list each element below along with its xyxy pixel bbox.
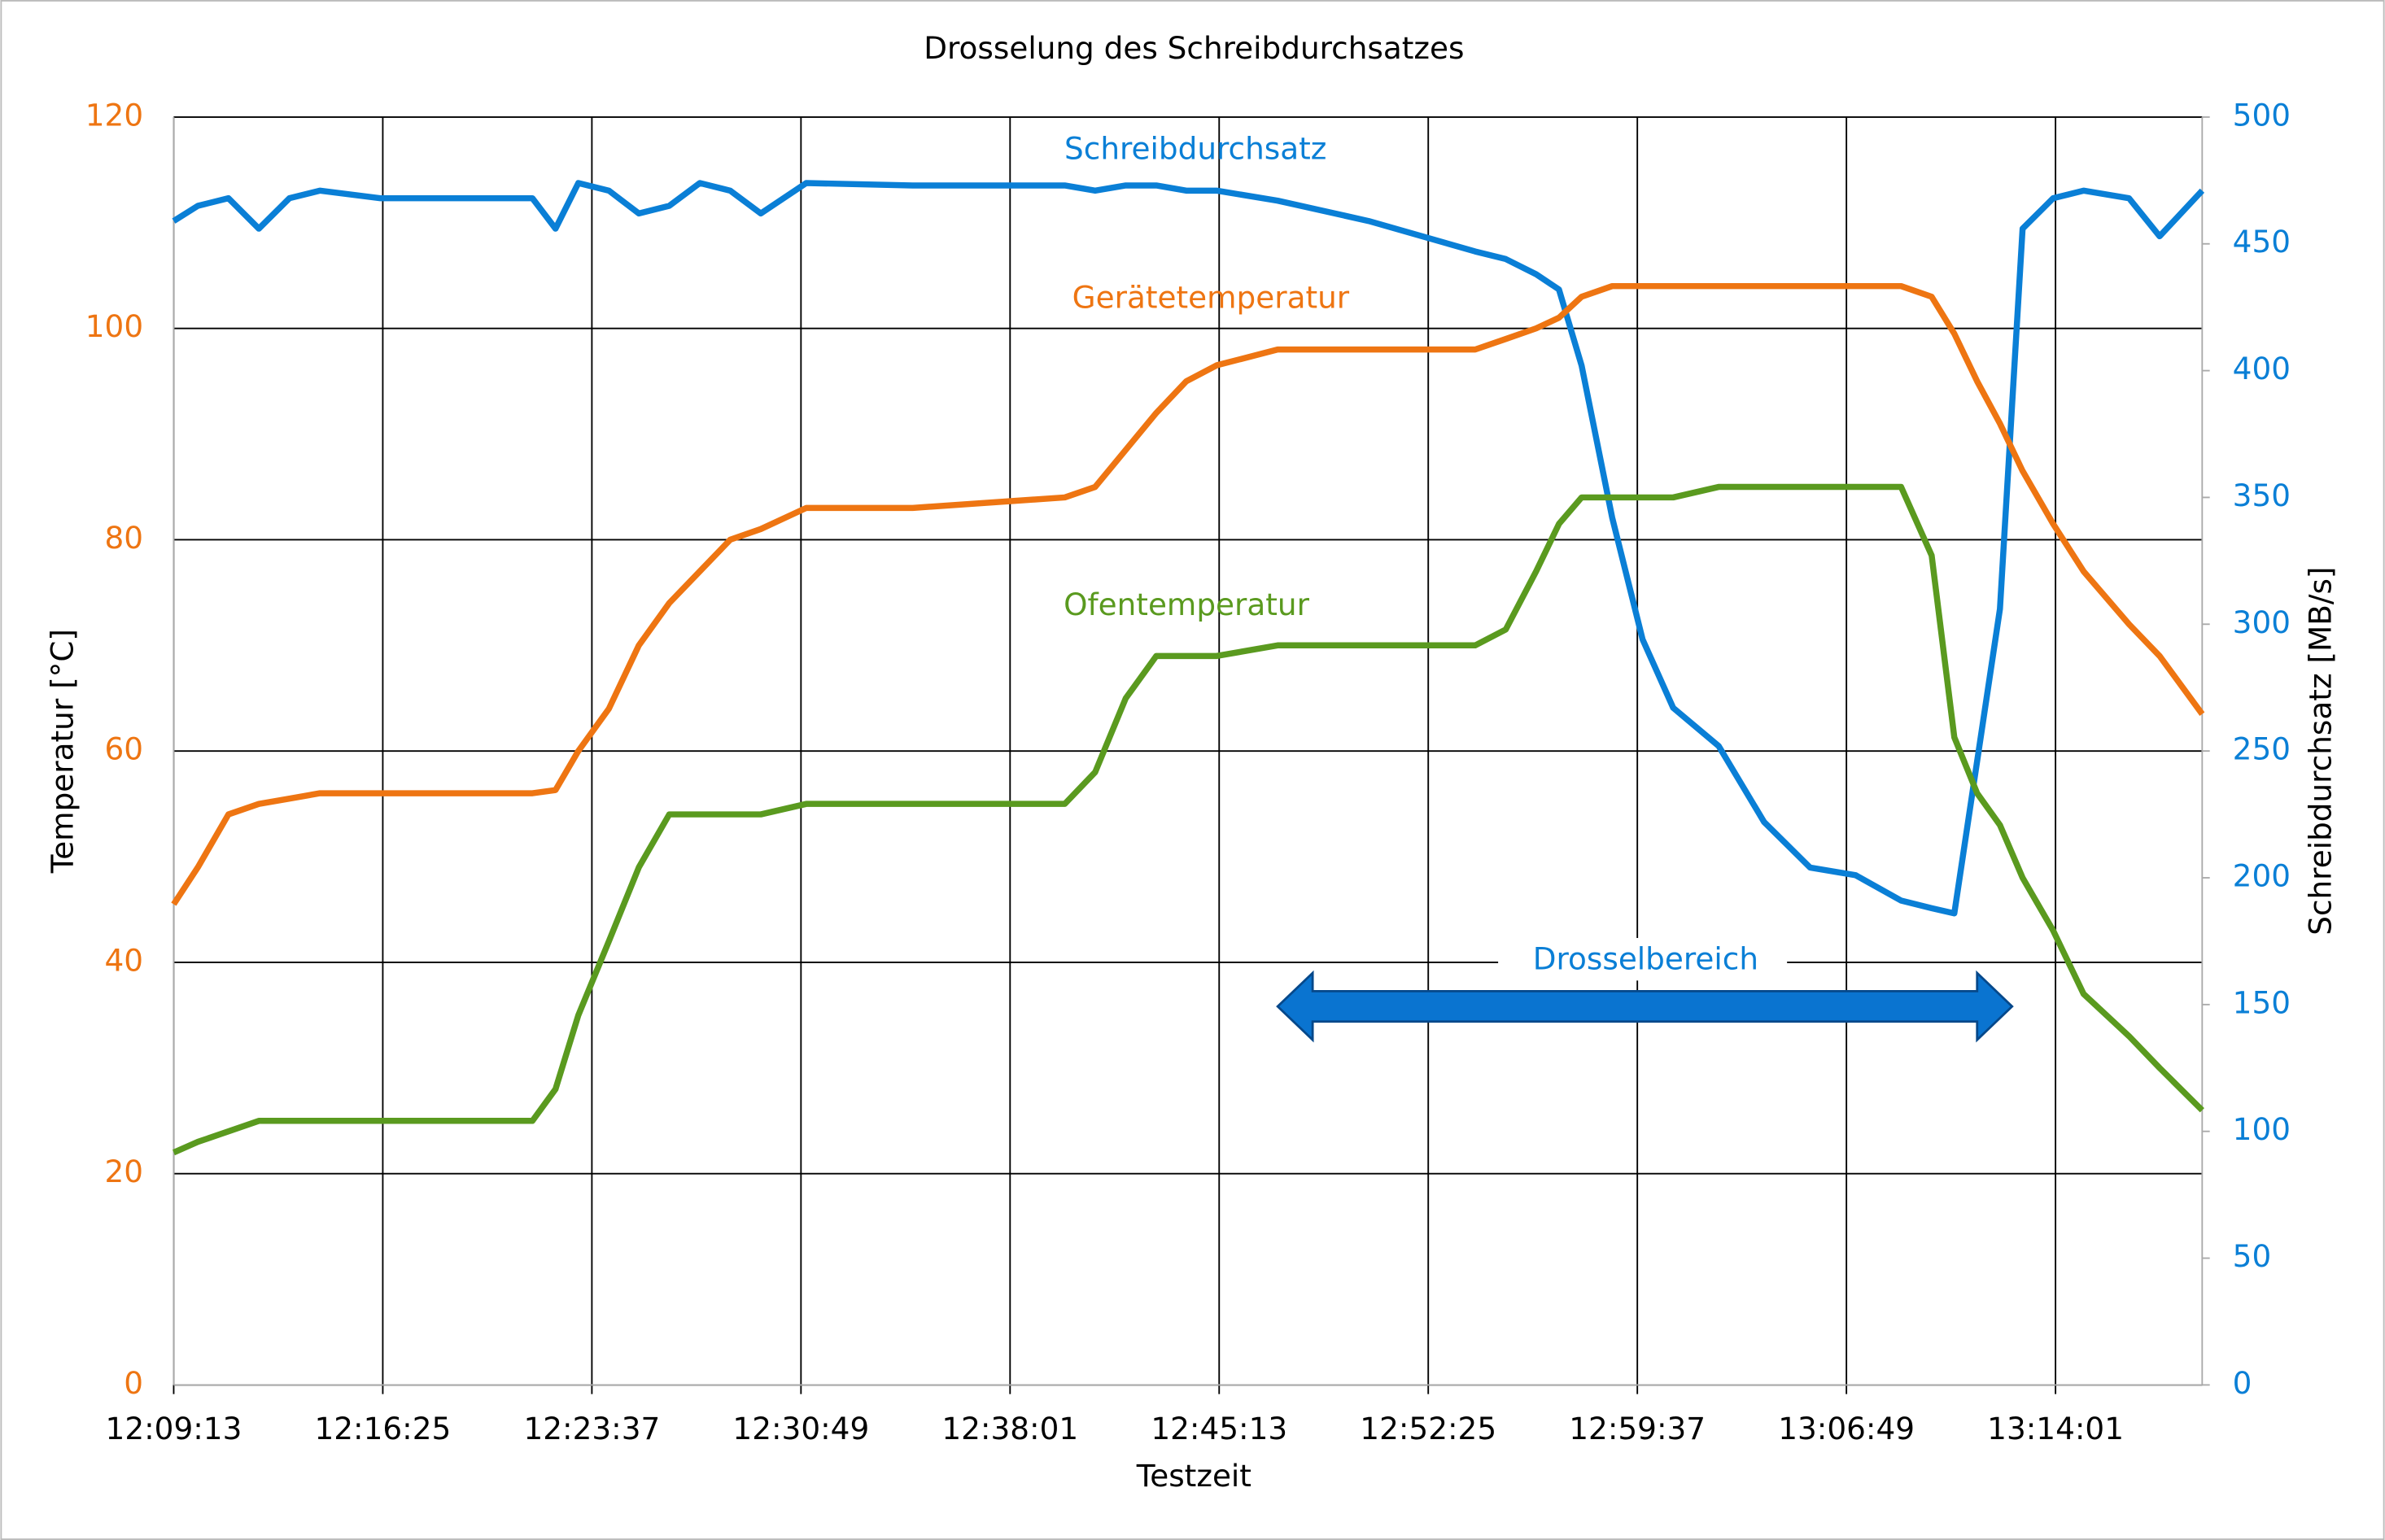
series-line [172,180,2205,917]
y-axis-label: Temperatur [°C] [44,629,80,874]
y-tick-label: 0 [124,1365,143,1401]
y2-tick-label: 300 [2233,604,2291,640]
x-tick-label: 12:16:25 [315,1411,452,1446]
x-tick-label: 13:14:01 [1987,1411,2124,1446]
y-tick-label: 60 [105,731,144,767]
grid [173,116,2210,1394]
y2-tick-label: 350 [2233,478,2291,513]
y-tick-label: 40 [105,942,144,978]
lines [171,180,2205,1156]
y2-tick-label: 500 [2233,97,2291,133]
x-tick-label: 12:45:13 [1151,1411,1287,1446]
chart-title: Drosselung des Schreibdurchsatzes [924,30,1464,66]
y2-tick-label: 150 [2233,984,2291,1020]
y2-tick-label: 250 [2233,731,2291,767]
x-tick-label: 12:23:37 [523,1411,660,1446]
y-tick-label: 80 [105,520,144,556]
y2-tick-label: 100 [2233,1111,2291,1147]
y2-tick-label: 450 [2233,224,2291,260]
series-line [172,483,2204,1156]
throttle-arrow [1276,970,2014,1043]
y2-tick-label: 0 [2233,1365,2252,1401]
y2-tick-label: 200 [2233,857,2291,893]
x-tick-label: 12:38:01 [941,1411,1078,1446]
x-tick-label: 12:09:13 [106,1411,242,1446]
annotation: Drosselbereich [1533,941,1758,977]
x-tick-label: 12:30:49 [732,1411,869,1446]
series-label: Gerätetemperatur [1072,280,1350,316]
y2-axis-label: Schreibdurchsatz [MB/s] [2302,567,2338,936]
series-line [171,282,2205,906]
x-tick-label: 12:59:37 [1569,1411,1706,1446]
y-tick-label: 120 [85,97,143,133]
y2-tick-label: 400 [2233,351,2291,386]
series-label: Schreibdurchsatz [1064,131,1326,167]
x-tick-label: 13:06:49 [1778,1411,1915,1446]
series-label: Ofentemperatur [1064,587,1310,622]
y-tick-label: 20 [105,1154,144,1189]
x-axis-label: Testzeit [1136,1458,1251,1494]
y2-tick-label: 50 [2233,1238,2272,1274]
annotation-bg [1498,937,1788,981]
x-tick-label: 12:52:25 [1360,1411,1496,1446]
y-tick-label: 100 [85,308,143,344]
